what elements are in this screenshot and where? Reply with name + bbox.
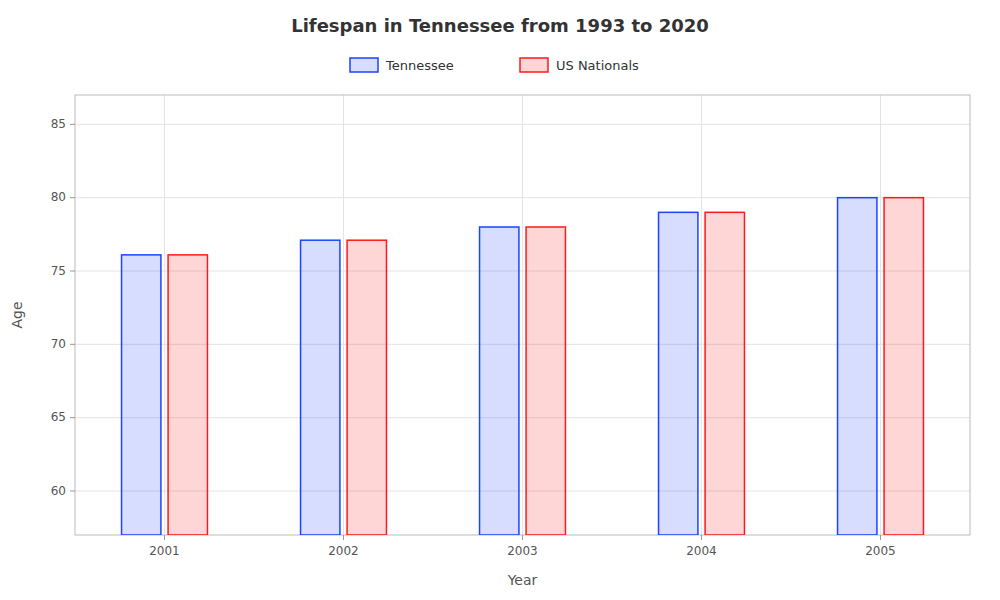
grid	[75, 95, 970, 535]
x-tick	[522, 535, 523, 540]
y-tick	[70, 197, 75, 198]
y-axis-label: Age	[9, 301, 25, 328]
y-tick	[70, 417, 75, 418]
x-axis-label: Year	[507, 572, 538, 588]
y-tick-label: 60	[51, 484, 66, 498]
x-tick	[880, 535, 881, 540]
bar	[884, 198, 923, 535]
legend-label: Tennessee	[385, 58, 454, 73]
x-tick	[343, 535, 344, 540]
y-tick-label: 70	[51, 337, 66, 351]
bar	[659, 212, 698, 535]
bar	[168, 255, 207, 535]
chart-container: 60 65 70 75 80 85 2001 2002 2003 2004 2005 Year Age L…	[0, 0, 1000, 600]
x-tick-label: 2003	[507, 544, 538, 558]
bar	[347, 240, 386, 535]
y-tick	[70, 271, 75, 272]
bar	[526, 227, 565, 535]
y-tick-label: 80	[51, 190, 66, 204]
y-tick	[70, 124, 75, 125]
axes: 60 65 70 75 80 85 2001 2002 2003 2004 2005	[51, 117, 896, 558]
bar	[705, 212, 744, 535]
bars	[122, 198, 924, 535]
y-tick	[70, 491, 75, 492]
x-grid-line	[701, 95, 702, 535]
x-tick	[701, 535, 702, 540]
legend: Tennessee US Nationals	[350, 58, 639, 73]
x-tick-label: 2001	[149, 544, 180, 558]
title: Lifespan in Tennessee from 1993 to 2020	[291, 15, 709, 36]
x-tick-label: 2004	[686, 544, 717, 558]
y-tick-label: 75	[51, 264, 66, 278]
y-tick-label: 85	[51, 117, 66, 131]
bar	[301, 240, 340, 535]
bar	[480, 227, 519, 535]
plot-frame	[75, 95, 970, 535]
y-tick	[70, 344, 75, 345]
y-tick-label: 65	[51, 410, 66, 424]
legend-label: US Nationals	[556, 58, 639, 73]
chart: 60 65 70 75 80 85 2001 2002 2003 2004 2005 Year Age L…	[0, 0, 1000, 600]
x-tick	[164, 535, 165, 540]
x-grid-line	[164, 95, 165, 535]
x-grid-line	[343, 95, 344, 535]
bar	[838, 198, 877, 535]
x-tick-label: 2005	[865, 544, 896, 558]
x-grid-line	[880, 95, 881, 535]
x-grid-line	[522, 95, 523, 535]
bar	[122, 255, 161, 535]
legend-swatch	[350, 58, 378, 72]
legend-swatch	[520, 58, 548, 72]
x-tick-label: 2002	[328, 544, 359, 558]
